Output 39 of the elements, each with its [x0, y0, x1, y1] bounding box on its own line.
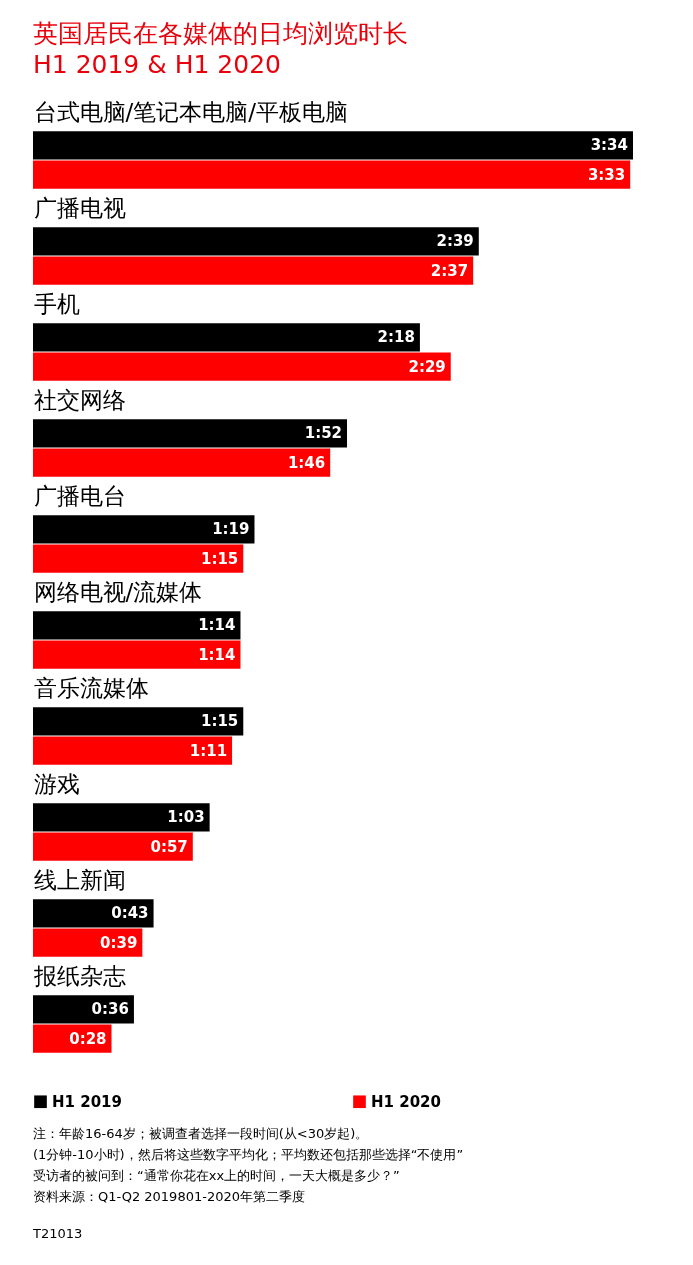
data-label: 2:37 — [430, 261, 469, 280]
data-label: 1:46 — [287, 453, 326, 472]
text: 资料来源：Q1-Q2 2019801-2020年第二季度 — [33, 1189, 305, 1204]
y-tick-label: 社交网络 — [33, 387, 126, 413]
y-tick-label: 台式电脑/笔记本电脑/平板电脑 — [33, 99, 348, 125]
data-label: 2:39 — [436, 232, 474, 251]
text: T21013 — [32, 1226, 83, 1241]
data-label: 0:36 — [91, 1000, 129, 1019]
data-label: 2:29 — [408, 357, 446, 376]
legend-label: H1 2019 — [52, 1092, 122, 1111]
data-label: 0:28 — [69, 1029, 107, 1048]
data-label: 0:43 — [111, 904, 149, 923]
y-tick-label: 线上新闻 — [33, 867, 126, 893]
y-tick-label: 游戏 — [33, 771, 80, 797]
data-label: 3:33 — [587, 165, 626, 184]
text: 受访者的被问到：“通常你花在xx上的时间，一天大概是多少？” — [33, 1168, 400, 1183]
legend-label: H1 2020 — [371, 1092, 441, 1111]
data-label: 1:14 — [198, 616, 236, 635]
text: (1分钟-10小时)，然后将这些数字平均化；平均数还包括那些选择“不使用” — [33, 1147, 464, 1162]
data-label: 1:15 — [200, 549, 239, 568]
y-tick-label: 广播电视 — [33, 195, 126, 221]
data-label: 1:14 — [198, 645, 236, 664]
data-label: 2:18 — [377, 328, 415, 347]
data-label: 1:03 — [167, 808, 205, 827]
data-label: 1:15 — [200, 712, 239, 731]
chart-title: 英国居民在各媒体的日均浏览时长 — [33, 18, 408, 48]
y-tick-label: 音乐流媒体 — [33, 675, 149, 701]
data-label: 1:11 — [189, 741, 228, 760]
text: 注：年龄16-64岁；被调查者选择一段时间(从<30岁起)。 — [33, 1126, 369, 1141]
data-label: 0:39 — [100, 933, 138, 952]
data-label: 1:19 — [212, 520, 250, 539]
y-tick-label: 广播电台 — [33, 483, 126, 509]
data-label: 1:52 — [304, 424, 343, 443]
y-tick-label: 报纸杂志 — [32, 963, 126, 989]
chart-subtitle: H1 2019 & H1 2020 — [33, 49, 281, 79]
y-tick-label: 网络电视/流媒体 — [33, 579, 203, 605]
data-label: 3:34 — [590, 136, 628, 155]
data-label: 0:57 — [150, 837, 188, 856]
y-tick-label: 手机 — [33, 291, 80, 317]
